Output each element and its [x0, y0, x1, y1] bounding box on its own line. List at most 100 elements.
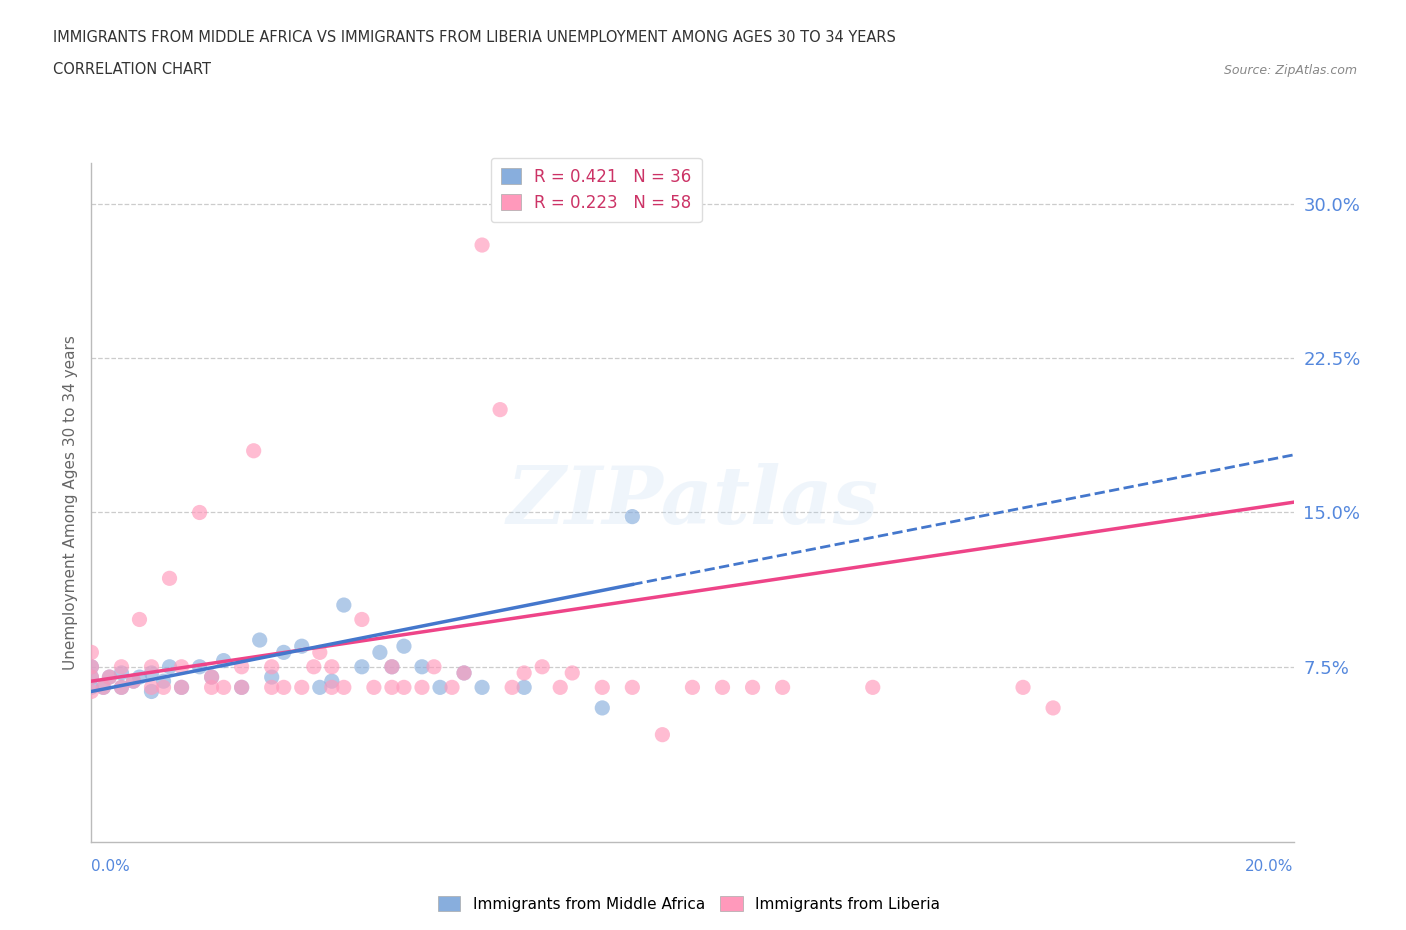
Point — [1042, 700, 1064, 715]
Legend: Immigrants from Middle Africa, Immigrants from Liberia: Immigrants from Middle Africa, Immigrant… — [432, 890, 946, 918]
Point — [260, 659, 283, 674]
Point — [159, 659, 181, 674]
Point — [392, 639, 415, 654]
Point — [381, 659, 404, 674]
Point — [621, 680, 644, 695]
Point — [80, 684, 103, 699]
Point — [308, 644, 330, 659]
Point — [513, 666, 536, 681]
Point — [350, 659, 373, 674]
Point — [291, 639, 314, 654]
Point — [110, 680, 132, 695]
Point — [201, 670, 224, 684]
Point — [141, 684, 163, 699]
Point — [411, 680, 433, 695]
Point — [368, 644, 391, 659]
Point — [681, 680, 703, 695]
Point — [423, 659, 446, 674]
Point — [122, 673, 145, 688]
Point — [170, 680, 193, 695]
Point — [201, 680, 224, 695]
Point — [411, 659, 433, 674]
Point — [122, 673, 145, 688]
Point — [501, 680, 523, 695]
Point — [489, 402, 512, 417]
Text: 0.0%: 0.0% — [91, 859, 131, 874]
Legend: R = 0.421   N = 36, R = 0.223   N = 58: R = 0.421 N = 36, R = 0.223 N = 58 — [491, 157, 702, 222]
Point — [1012, 680, 1035, 695]
Point — [212, 680, 235, 695]
Point — [80, 680, 103, 695]
Point — [80, 670, 103, 684]
Point — [201, 670, 224, 684]
Point — [453, 666, 475, 681]
Point — [110, 680, 132, 695]
Point — [80, 644, 103, 659]
Point — [110, 659, 132, 674]
Point — [561, 666, 583, 681]
Point — [110, 666, 132, 681]
Point — [273, 644, 295, 659]
Y-axis label: Unemployment Among Ages 30 to 34 years: Unemployment Among Ages 30 to 34 years — [62, 335, 77, 670]
Point — [513, 680, 536, 695]
Point — [321, 680, 343, 695]
Point — [141, 666, 163, 681]
Point — [302, 659, 325, 674]
Point — [128, 612, 150, 627]
Point — [141, 659, 163, 674]
Text: CORRELATION CHART: CORRELATION CHART — [53, 62, 211, 77]
Point — [231, 659, 253, 674]
Point — [249, 632, 271, 647]
Point — [772, 680, 794, 695]
Point — [98, 670, 121, 684]
Point — [93, 680, 115, 695]
Point — [711, 680, 734, 695]
Point — [333, 598, 356, 613]
Point — [548, 680, 571, 695]
Point — [188, 659, 211, 674]
Point — [98, 670, 121, 684]
Point — [80, 659, 103, 674]
Point — [621, 509, 644, 524]
Point — [170, 659, 193, 674]
Point — [651, 727, 673, 742]
Point — [188, 505, 211, 520]
Point — [440, 680, 463, 695]
Point — [231, 680, 253, 695]
Point — [93, 680, 115, 695]
Text: IMMIGRANTS FROM MIDDLE AFRICA VS IMMIGRANTS FROM LIBERIA UNEMPLOYMENT AMONG AGES: IMMIGRANTS FROM MIDDLE AFRICA VS IMMIGRA… — [53, 30, 896, 45]
Point — [128, 670, 150, 684]
Point — [363, 680, 385, 695]
Point — [80, 659, 103, 674]
Point — [453, 666, 475, 681]
Point — [591, 680, 613, 695]
Point — [471, 680, 494, 695]
Point — [273, 680, 295, 695]
Point — [392, 680, 415, 695]
Point — [741, 680, 763, 695]
Point — [231, 680, 253, 695]
Point — [471, 237, 494, 252]
Point — [242, 444, 264, 458]
Text: Source: ZipAtlas.com: Source: ZipAtlas.com — [1223, 64, 1357, 77]
Point — [170, 680, 193, 695]
Point — [531, 659, 554, 674]
Point — [212, 653, 235, 668]
Text: ZIPatlas: ZIPatlas — [506, 463, 879, 541]
Point — [591, 700, 613, 715]
Point — [862, 680, 884, 695]
Point — [321, 673, 343, 688]
Point — [429, 680, 451, 695]
Point — [260, 680, 283, 695]
Point — [152, 673, 174, 688]
Point — [159, 571, 181, 586]
Text: 20.0%: 20.0% — [1246, 859, 1294, 874]
Point — [350, 612, 373, 627]
Point — [321, 659, 343, 674]
Point — [80, 670, 103, 684]
Point — [152, 680, 174, 695]
Point — [308, 680, 330, 695]
Point — [381, 659, 404, 674]
Point — [333, 680, 356, 695]
Point — [260, 670, 283, 684]
